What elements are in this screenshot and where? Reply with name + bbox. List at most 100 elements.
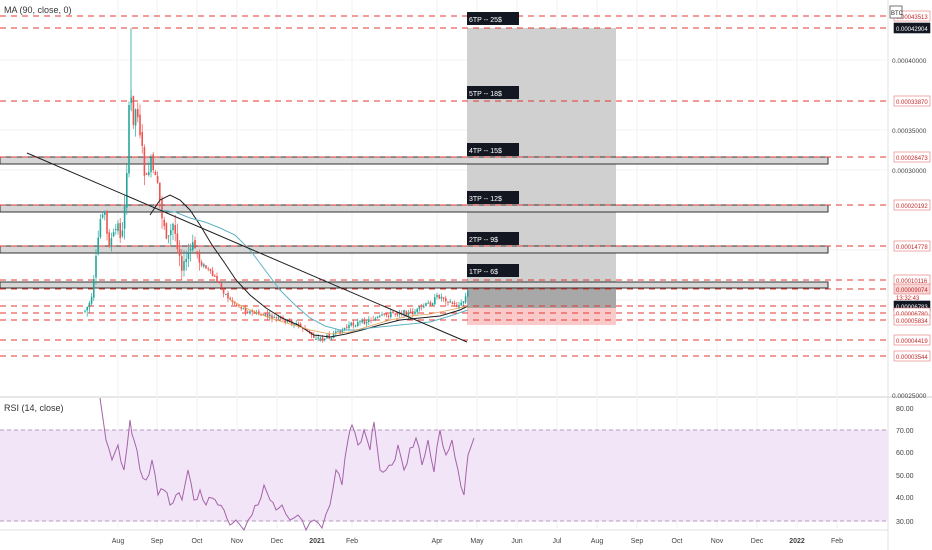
- candle-body[interactable]: [119, 222, 121, 238]
- candle-body[interactable]: [90, 296, 93, 304]
- candle-body[interactable]: [423, 306, 425, 308]
- candle-body[interactable]: [335, 331, 337, 334]
- candle-body[interactable]: [414, 311, 416, 315]
- candle-body[interactable]: [225, 293, 227, 295]
- candle-body[interactable]: [385, 313, 388, 315]
- zone-rect[interactable]: [0, 204, 829, 213]
- ma-line-short[interactable]: [229, 299, 469, 335]
- candle-body[interactable]: [440, 296, 443, 299]
- candle-body[interactable]: [139, 114, 141, 136]
- price-level-tag[interactable]: [893, 95, 931, 107]
- candle-body[interactable]: [93, 278, 95, 298]
- candle-body[interactable]: [412, 311, 414, 315]
- price-level-tag[interactable]: [893, 314, 931, 326]
- candle-body[interactable]: [374, 318, 377, 321]
- candle-body[interactable]: [86, 306, 88, 311]
- candle-body[interactable]: [337, 330, 339, 332]
- price-level-tag[interactable]: [893, 283, 931, 295]
- candle-body[interactable]: [330, 337, 333, 339]
- candle-body[interactable]: [145, 173, 148, 175]
- candle-body[interactable]: [220, 283, 223, 288]
- candle-body[interactable]: [425, 303, 427, 306]
- zone-rect[interactable]: [0, 281, 829, 289]
- candle-body[interactable]: [354, 325, 357, 327]
- candle-body[interactable]: [150, 157, 152, 173]
- candle-body[interactable]: [181, 256, 183, 271]
- candle-body[interactable]: [352, 322, 355, 326]
- candle-body[interactable]: [361, 319, 363, 323]
- candle-body[interactable]: [106, 210, 108, 234]
- candle-body[interactable]: [372, 319, 374, 321]
- candle-body[interactable]: [143, 147, 146, 176]
- candle-body[interactable]: [396, 314, 399, 316]
- candle-body[interactable]: [262, 314, 264, 316]
- candle-body[interactable]: [108, 232, 110, 247]
- candle-body[interactable]: [409, 311, 412, 313]
- candle-body[interactable]: [460, 302, 462, 306]
- candle-body[interactable]: [260, 314, 262, 316]
- candle-body[interactable]: [271, 315, 273, 319]
- candle-body[interactable]: [315, 338, 317, 340]
- candle-body[interactable]: [134, 109, 137, 126]
- candle-body[interactable]: [222, 288, 225, 294]
- price-pane[interactable]: [0, 0, 888, 395]
- candle-body[interactable]: [398, 313, 401, 315]
- candle-body[interactable]: [152, 154, 154, 170]
- candle-body[interactable]: [185, 258, 187, 263]
- candle-body[interactable]: [99, 218, 102, 238]
- candle-body[interactable]: [392, 311, 394, 314]
- candle-body[interactable]: [126, 173, 128, 208]
- candle-body[interactable]: [218, 282, 220, 284]
- candle-body[interactable]: [343, 327, 346, 330]
- candle-body[interactable]: [229, 297, 231, 300]
- candle-body[interactable]: [434, 297, 436, 305]
- candle-body[interactable]: [379, 315, 381, 317]
- candle-body[interactable]: [321, 337, 324, 341]
- candle-body[interactable]: [317, 337, 319, 339]
- candle-body[interactable]: [196, 251, 198, 255]
- price-level-tag[interactable]: [893, 151, 931, 163]
- candle-body[interactable]: [163, 219, 165, 227]
- candle-body[interactable]: [363, 320, 366, 324]
- candle-body[interactable]: [264, 313, 267, 316]
- candle-body[interactable]: [198, 252, 201, 263]
- candle-body[interactable]: [192, 242, 194, 250]
- candle-body[interactable]: [174, 225, 176, 234]
- candle-body[interactable]: [365, 321, 368, 324]
- candle-body[interactable]: [407, 312, 410, 317]
- candle-body[interactable]: [101, 214, 104, 218]
- candle-body[interactable]: [97, 237, 99, 255]
- trendline[interactable]: [26, 152, 468, 343]
- candle-body[interactable]: [128, 105, 130, 174]
- candle-body[interactable]: [381, 314, 383, 316]
- candle-body[interactable]: [117, 223, 119, 232]
- candle-body[interactable]: [227, 293, 229, 299]
- candle-body[interactable]: [207, 268, 209, 270]
- stop-box[interactable]: [467, 308, 616, 325]
- rsi-indicator-label[interactable]: RSI (14, close): [4, 403, 64, 413]
- candle-body[interactable]: [159, 182, 161, 201]
- candle-body[interactable]: [339, 330, 341, 334]
- candle-body[interactable]: [438, 294, 440, 299]
- candle-body[interactable]: [84, 310, 86, 312]
- candle-body[interactable]: [418, 306, 421, 310]
- candle-body[interactable]: [394, 313, 396, 315]
- candle-body[interactable]: [178, 249, 181, 256]
- candle-body[interactable]: [104, 211, 106, 215]
- candle-body[interactable]: [115, 228, 117, 231]
- candle-body[interactable]: [447, 301, 449, 303]
- candle-body[interactable]: [209, 268, 212, 271]
- candle-body[interactable]: [214, 275, 216, 277]
- currency-badge[interactable]: BTC: [889, 5, 904, 19]
- price-level-tag[interactable]: [893, 350, 931, 362]
- candle-body[interactable]: [284, 319, 286, 324]
- candle-body[interactable]: [141, 132, 143, 146]
- candle-body[interactable]: [405, 311, 407, 316]
- price-level-tag[interactable]: [893, 199, 931, 211]
- candle-body[interactable]: [376, 316, 379, 319]
- candle-body[interactable]: [328, 333, 330, 339]
- candle-body[interactable]: [172, 223, 174, 231]
- candle-body[interactable]: [299, 323, 302, 327]
- candle-body[interactable]: [170, 229, 172, 236]
- candle-body[interactable]: [123, 204, 126, 229]
